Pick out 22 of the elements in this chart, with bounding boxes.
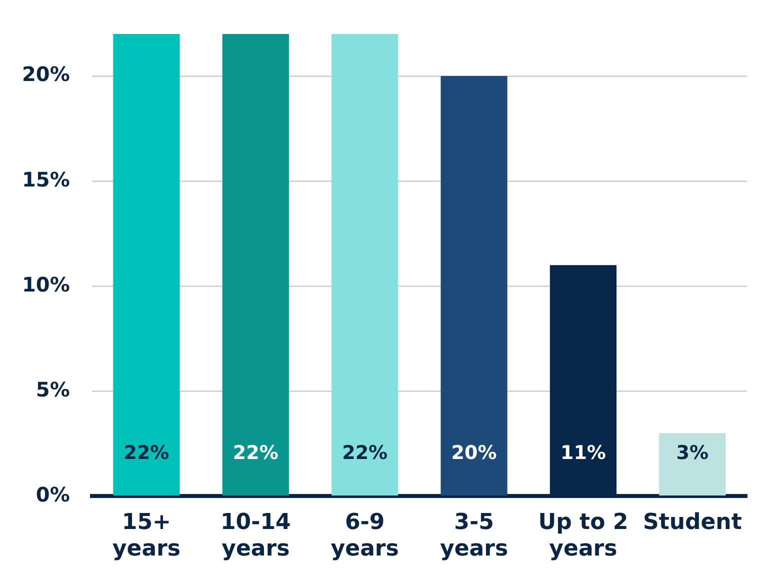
data-label: 22% xyxy=(124,442,170,464)
data-label: 20% xyxy=(451,442,497,464)
x-tick-label: 10-14 years xyxy=(220,510,291,562)
y-tick-label: 15% xyxy=(22,167,70,192)
x-tick-label: 3-5 years xyxy=(440,510,508,562)
bar xyxy=(659,433,726,496)
x-tick-label: 15+ years xyxy=(112,510,180,562)
x-tick-label: Up to 2 years xyxy=(538,510,628,562)
data-label: 11% xyxy=(560,442,606,464)
bar xyxy=(332,34,398,496)
y-tick-label: 5% xyxy=(36,377,70,402)
x-tick-label: 6-9 years xyxy=(330,510,399,562)
bar xyxy=(113,34,180,496)
y-tick-label: 10% xyxy=(22,272,70,296)
data-label: 3% xyxy=(676,442,709,464)
x-tick-label: Student xyxy=(642,510,742,536)
bar xyxy=(222,34,289,496)
data-label: 22% xyxy=(342,442,388,464)
bar xyxy=(440,76,508,496)
y-tick-label: 20% xyxy=(22,62,70,86)
y-tick-label: 0% xyxy=(36,482,70,506)
data-label: 22% xyxy=(232,442,278,464)
